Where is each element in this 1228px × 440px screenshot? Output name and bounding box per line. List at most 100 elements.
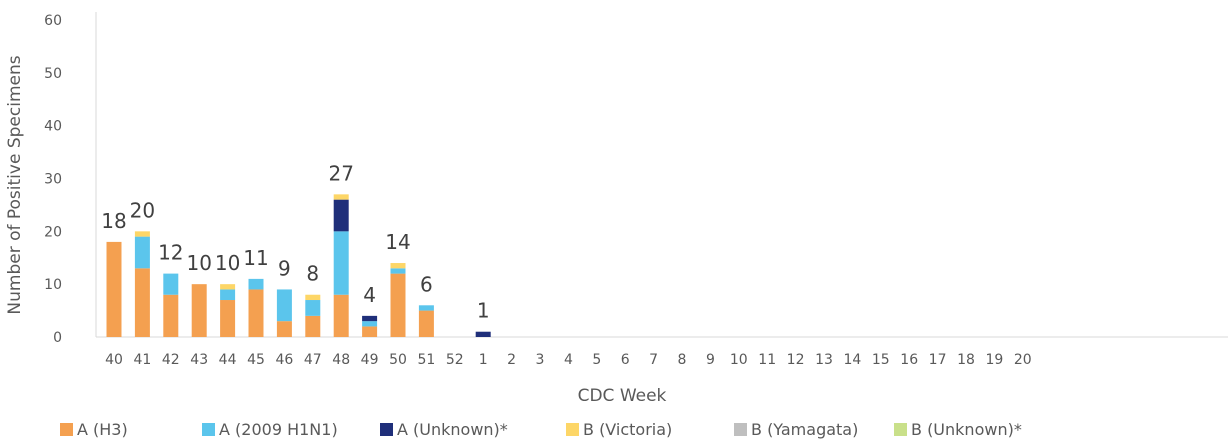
- bar-segment: [418, 310, 434, 337]
- bar-total-label: 8: [306, 262, 319, 286]
- bar-segment: [390, 263, 406, 269]
- legend-item: B (Victoria): [566, 420, 734, 439]
- x-tick-label: 9: [706, 352, 715, 368]
- bar-segment: [220, 284, 236, 290]
- legend-item: A (2009 H1N1): [202, 420, 380, 439]
- legend-label: B (Victoria): [583, 419, 673, 439]
- x-tick-label: 52: [446, 352, 464, 368]
- legend-swatch: [894, 422, 907, 436]
- bar-total-label: 1: [477, 299, 490, 323]
- legend-label: B (Yamagata): [751, 419, 859, 439]
- legend-label: A (Unknown)*: [397, 419, 508, 439]
- legend-item: A (H3): [60, 420, 202, 439]
- y-tick-label: 60: [44, 13, 62, 29]
- x-tick-label: 5: [592, 352, 601, 368]
- x-tick-label: 17: [929, 352, 947, 368]
- bar-total-label: 27: [328, 161, 353, 185]
- x-tick-label: 1: [479, 352, 488, 368]
- x-tick-label: 2: [507, 352, 516, 368]
- x-tick-label: 4: [564, 352, 573, 368]
- x-tick-label: 7: [649, 352, 658, 368]
- bar-total-label: 9: [278, 256, 291, 280]
- legend-label: A (H3): [77, 419, 128, 439]
- x-tick-label: 48: [332, 352, 350, 368]
- bar-total-label: 11: [243, 246, 268, 270]
- bars: [106, 194, 491, 337]
- bar-total-label: 18: [101, 209, 126, 233]
- bar-segment: [362, 326, 378, 337]
- x-tick-label: 49: [361, 352, 379, 368]
- legend-swatch: [60, 422, 73, 436]
- bar-total-label: 20: [130, 198, 155, 222]
- y-tick-label: 0: [53, 330, 62, 346]
- x-tick-label: 40: [105, 352, 123, 368]
- x-tick-label: 45: [247, 352, 265, 368]
- legend: A (H3) A (2009 H1N1) A (Unknown)* B (Victor…: [60, 418, 1228, 440]
- x-tick-label: 42: [162, 352, 180, 368]
- bar-total-label: 12: [158, 241, 183, 265]
- x-tick-label: 14: [843, 352, 861, 368]
- bar-total-label: 14: [385, 230, 410, 254]
- bar-segment: [134, 236, 150, 269]
- bar-segment: [333, 294, 349, 337]
- legend-label: B (Unknown)*: [911, 419, 1022, 439]
- bar-segment: [305, 300, 321, 316]
- x-tick-label: 20: [1014, 352, 1032, 368]
- legend-swatch: [380, 422, 393, 436]
- y-tick-label: 30: [44, 172, 62, 188]
- y-tick-label: 10: [44, 277, 62, 293]
- x-tick-label: 15: [872, 352, 890, 368]
- x-tick-label: 47: [304, 352, 322, 368]
- bar-segment: [220, 300, 236, 337]
- bar-segment: [418, 305, 434, 311]
- y-tick-label: 40: [44, 119, 62, 135]
- bar-segment: [134, 268, 150, 337]
- bar-segment: [333, 199, 349, 232]
- x-tick-label: 19: [985, 352, 1003, 368]
- legend-item: B (Yamagata): [734, 420, 894, 439]
- bar-segment: [220, 289, 236, 301]
- x-tick-label: 12: [787, 352, 805, 368]
- y-tick-label: 50: [44, 66, 62, 82]
- bar-segment: [390, 273, 406, 337]
- bar-segment: [305, 294, 321, 301]
- bar-total-label: 4: [363, 283, 376, 307]
- x-tick-label: 16: [900, 352, 918, 368]
- bar-total-label: 10: [215, 251, 240, 275]
- x-axis-title: CDC Week: [578, 386, 667, 406]
- x-tick-label: 18: [957, 352, 975, 368]
- bar-segment: [191, 284, 207, 337]
- x-tick-label: 43: [190, 352, 208, 368]
- bar-segment: [163, 294, 179, 337]
- y-axis-title: Number of Positive Specimens: [5, 55, 25, 314]
- x-tick-label: 3: [536, 352, 545, 368]
- x-tick-label: 8: [678, 352, 687, 368]
- bar-total-label: 6: [420, 272, 433, 296]
- bar-segment: [134, 231, 150, 237]
- bar-segment: [276, 289, 292, 322]
- bar-segment: [333, 194, 349, 200]
- bar-segment: [305, 315, 321, 337]
- bar-segment: [248, 289, 264, 337]
- bar-total-label: 10: [186, 251, 211, 275]
- x-tick-label: 11: [758, 352, 776, 368]
- x-tick-label: 51: [417, 352, 435, 368]
- bar-segment: [163, 273, 179, 295]
- y-tick-label: 20: [44, 224, 62, 240]
- x-tick-label: 6: [621, 352, 630, 368]
- legend-item: B (Unknown)*: [894, 420, 1054, 439]
- legend-swatch: [566, 422, 579, 436]
- bar-segment: [248, 278, 264, 290]
- x-tick-label: 10: [730, 352, 748, 368]
- x-tick-label: 41: [133, 352, 151, 368]
- bar-segment: [390, 268, 406, 274]
- x-tick-label: 13: [815, 352, 833, 368]
- bar-segment: [362, 315, 378, 322]
- bar-segment: [475, 331, 491, 337]
- legend-swatch: [202, 422, 215, 436]
- legend-swatch: [734, 422, 747, 436]
- legend-item: A (Unknown)*: [380, 420, 566, 439]
- bar-segment: [362, 321, 378, 327]
